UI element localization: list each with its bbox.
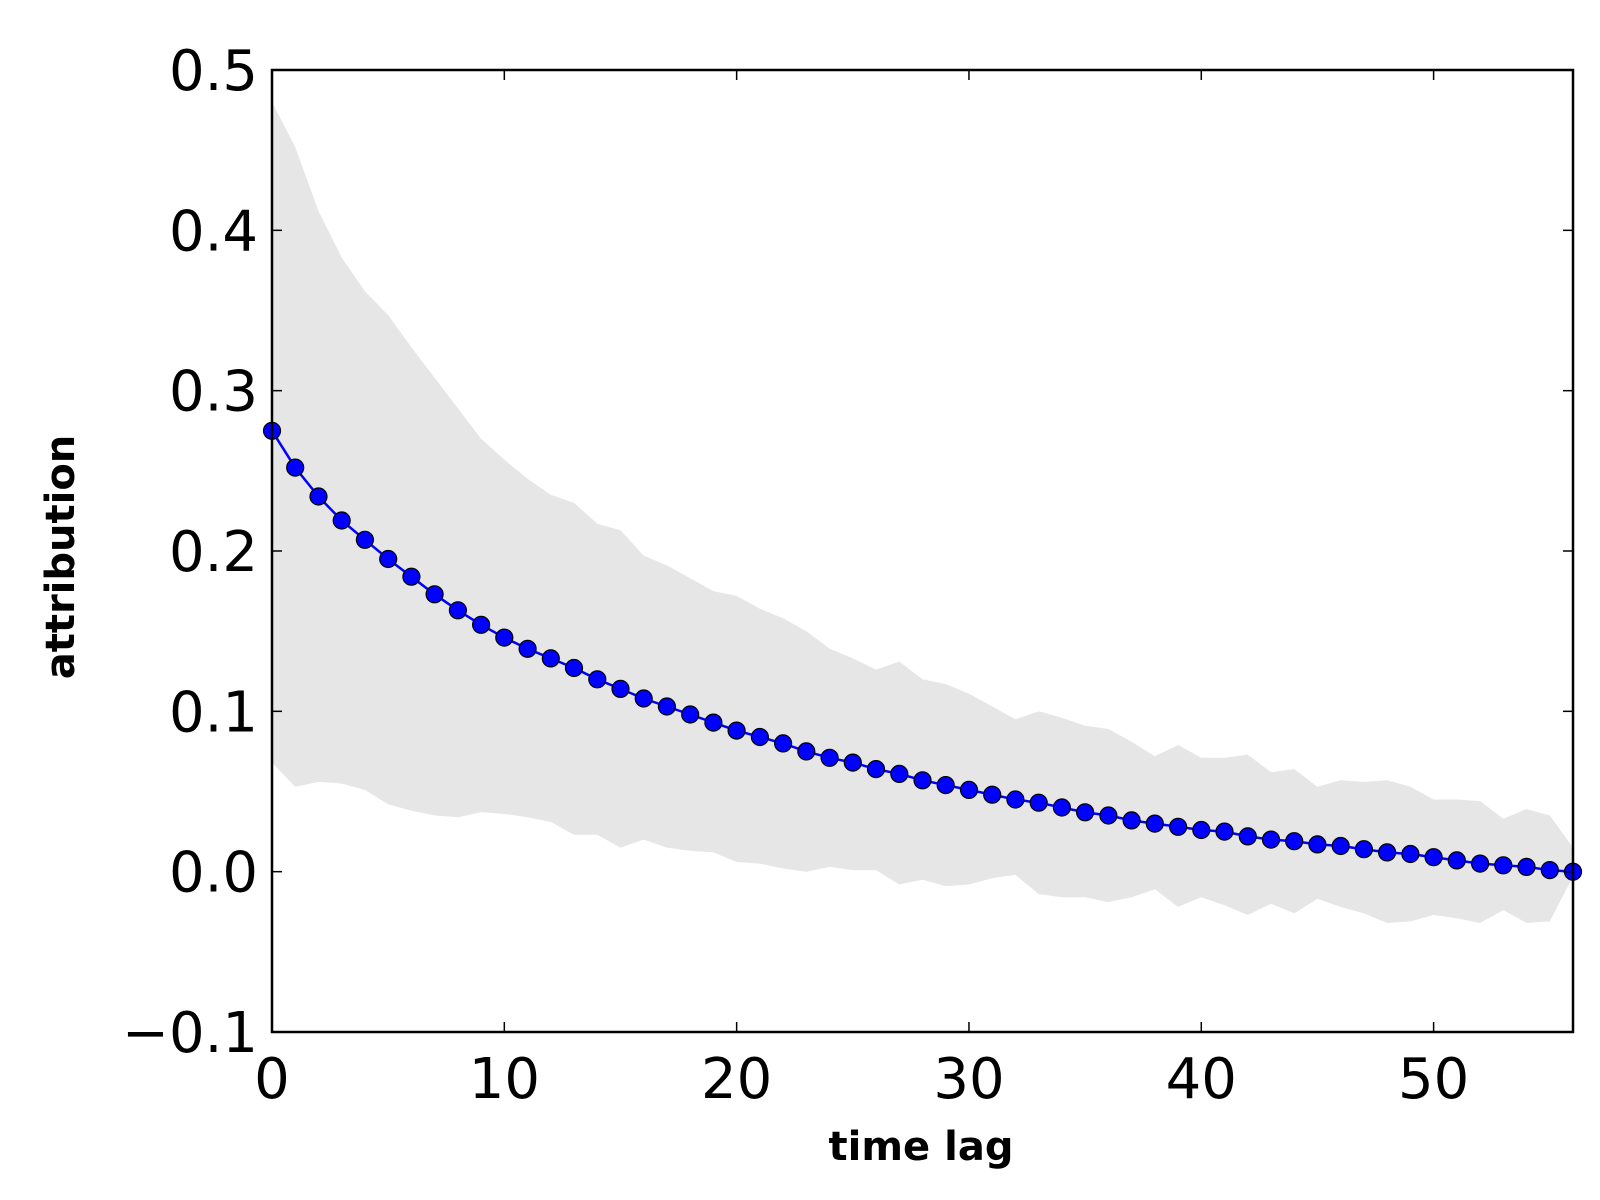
data-point [704,713,723,732]
y-tick-label: 0.2 [169,520,258,585]
data-point [1192,820,1211,840]
data-point [681,705,700,724]
data-point [890,764,909,784]
data-point [1215,822,1234,841]
data-point [1075,803,1095,822]
data-point [750,727,770,747]
data-point [866,759,886,779]
data-point [936,775,955,795]
data-point [518,639,537,658]
data-point [727,721,746,740]
data-point [495,628,514,647]
data-point [843,753,862,772]
data-point [1424,848,1443,867]
data-point [1261,830,1281,849]
data-point [1168,817,1188,836]
y-tick-label: 0.4 [169,199,258,264]
data-point [1470,854,1490,873]
data-point [959,780,979,800]
data-point [472,615,491,634]
data-point [1331,836,1350,856]
data-point [1238,827,1257,846]
data-point [541,649,560,668]
data-point [1308,835,1327,854]
y-tick-label: −0.1 [122,1001,258,1066]
data-point [657,697,677,716]
data-point [1447,851,1466,870]
data-point [1099,806,1118,825]
x-axis-label: time lag [829,1124,1014,1170]
axis-ticks: 0 10 20 30 40 50 −0.1 0.0 0.1 0.2 0.3 0.4 0.5 [122,39,1573,1112]
data-point [1517,857,1536,877]
y-tick-label: 0.3 [169,360,258,425]
data-point [379,549,398,569]
data-point [402,567,421,586]
data-point [820,748,839,767]
data-point [448,601,467,620]
data-point [1494,856,1513,875]
data-point [332,511,351,530]
data-point [913,771,932,790]
confidence-band [272,102,1573,924]
data-point [564,658,584,678]
x-tick-label: 40 [1166,1047,1237,1112]
data-point [1377,843,1397,862]
y-tick-label: 0.5 [169,39,258,104]
data-point [588,670,607,689]
x-tick-label: 0 [254,1047,290,1112]
y-tick-label: 0.0 [169,841,258,906]
y-tick-label: 0.1 [169,680,258,745]
data-point [1029,793,1048,812]
data-point [1540,860,1559,880]
confidence-band-layer [272,102,1573,924]
data-point [634,689,653,708]
data-point [1122,811,1141,830]
data-point [773,734,793,753]
data-point [1006,790,1025,809]
data-point [286,458,305,477]
data-point [611,679,630,699]
x-tick-label: 50 [1398,1047,1469,1112]
x-tick-label: 20 [701,1047,772,1112]
data-point [797,742,816,761]
x-tick-label: 10 [469,1047,540,1112]
data-point [983,785,1002,804]
data-point [1354,840,1374,859]
x-tick-label: 30 [933,1047,1004,1112]
data-point [1401,844,1420,864]
data-point [309,487,328,506]
data-point [1145,814,1164,833]
series-marker-layer [262,421,1583,881]
data-point [1052,798,1072,817]
data-point [1285,832,1304,851]
data-point [425,585,444,604]
y-axis-label: attribution [38,435,84,680]
axis-labels: time lag attribution [38,435,1013,1170]
data-point [355,530,374,549]
